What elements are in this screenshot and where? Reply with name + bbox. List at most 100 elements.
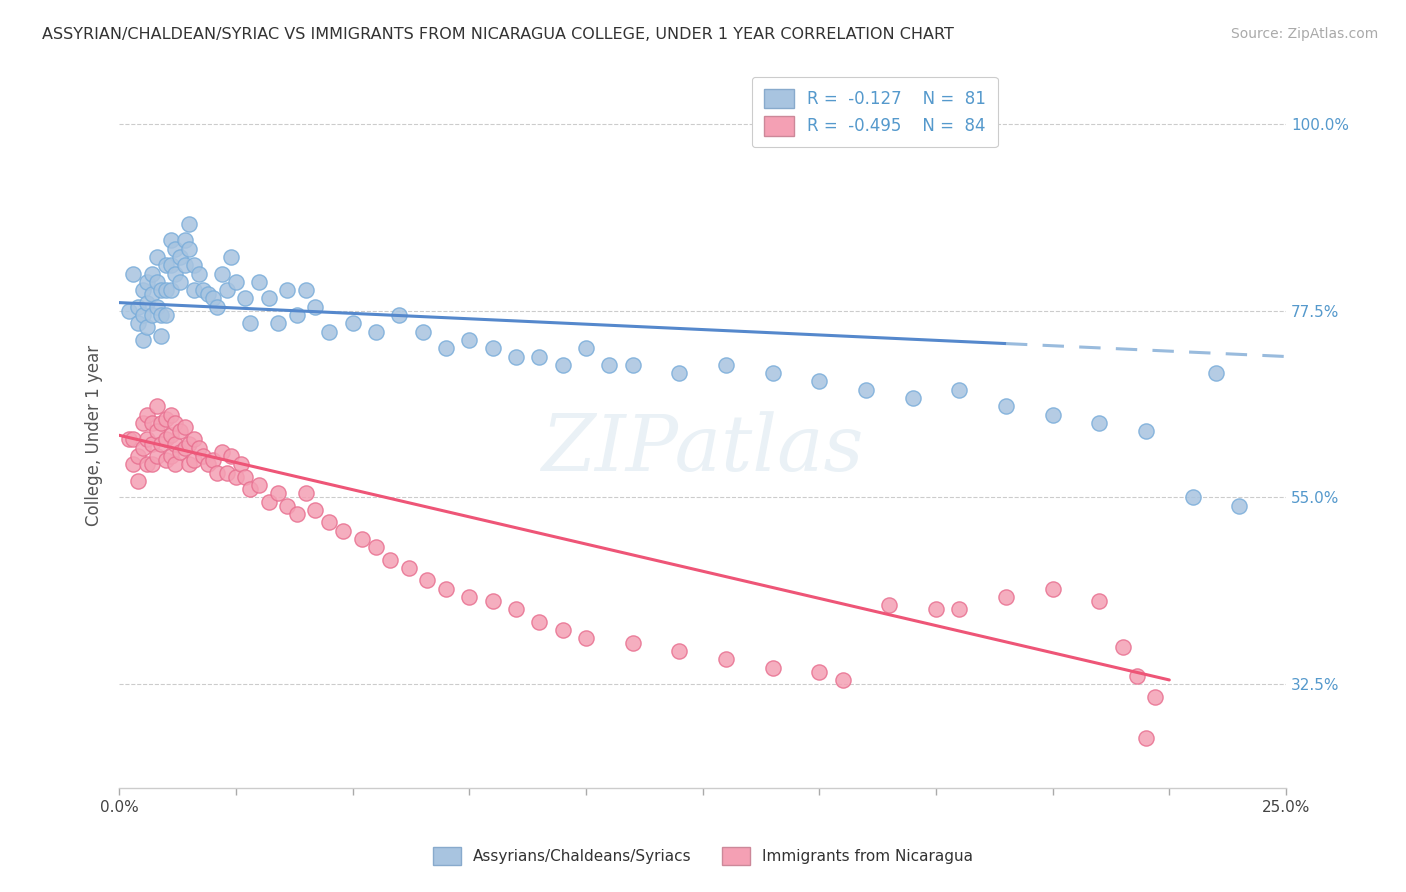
Point	[295, 283, 318, 297]
Text: ASSYRIAN/CHALDEAN/SYRIAC VS IMMIGRANTS FROM NICARAGUA COLLEGE, UNDER 1 YEAR CORR: ASSYRIAN/CHALDEAN/SYRIAC VS IMMIGRANTS F…	[42, 27, 955, 42]
Point	[481, 341, 503, 355]
Point	[1088, 416, 1111, 430]
Point	[117, 433, 139, 447]
Point	[342, 316, 364, 330]
Point	[131, 441, 153, 455]
Point	[948, 602, 970, 616]
Point	[122, 458, 145, 472]
Point	[247, 478, 270, 492]
Point	[117, 304, 139, 318]
Point	[127, 316, 149, 330]
Point	[994, 399, 1017, 413]
Point	[179, 458, 201, 472]
Point	[215, 466, 238, 480]
Point	[388, 308, 411, 322]
Point	[155, 308, 177, 322]
Point	[183, 258, 205, 272]
Point	[122, 433, 145, 447]
Y-axis label: College, Under 1 year: College, Under 1 year	[86, 344, 103, 526]
Point	[169, 275, 191, 289]
Point	[136, 275, 159, 289]
Point	[412, 325, 434, 339]
Point	[159, 428, 181, 442]
Point	[150, 436, 173, 450]
Point	[276, 283, 298, 297]
Point	[122, 267, 145, 281]
Point	[295, 486, 318, 500]
Point	[1042, 408, 1064, 422]
Point	[434, 582, 457, 596]
Point	[808, 665, 831, 679]
Point	[150, 416, 173, 430]
Point	[575, 341, 598, 355]
Point	[855, 383, 877, 397]
Point	[1088, 594, 1111, 608]
Point	[183, 433, 205, 447]
Point	[994, 590, 1017, 604]
Point	[141, 458, 163, 472]
Point	[187, 441, 209, 455]
Point	[1135, 424, 1157, 438]
Point	[239, 482, 262, 496]
Point	[136, 433, 159, 447]
Point	[350, 532, 373, 546]
Point	[201, 292, 224, 306]
Text: ZIPatlas: ZIPatlas	[541, 411, 863, 488]
Point	[141, 308, 163, 322]
Point	[173, 234, 195, 248]
Point	[364, 325, 387, 339]
Point	[215, 283, 238, 297]
Point	[201, 453, 224, 467]
Point	[276, 499, 298, 513]
Point	[285, 507, 308, 521]
Point	[145, 300, 167, 314]
Point	[714, 652, 737, 666]
Point	[1144, 690, 1167, 704]
Point	[145, 399, 167, 413]
Point	[179, 436, 201, 450]
Point	[247, 275, 270, 289]
Point	[1205, 366, 1227, 380]
Point	[193, 449, 215, 463]
Point	[145, 449, 167, 463]
Point	[575, 632, 598, 646]
Point	[197, 458, 219, 472]
Point	[141, 267, 163, 281]
Point	[155, 453, 177, 467]
Point	[901, 391, 924, 405]
Point	[131, 333, 153, 347]
Point	[145, 250, 167, 264]
Point	[141, 436, 163, 450]
Point	[229, 458, 252, 472]
Point	[211, 445, 233, 459]
Point	[165, 267, 187, 281]
Point	[127, 300, 149, 314]
Point	[714, 358, 737, 372]
Point	[136, 295, 159, 310]
Point	[551, 358, 574, 372]
Point	[529, 615, 551, 629]
Point	[505, 602, 527, 616]
Point	[551, 623, 574, 637]
Point	[925, 602, 948, 616]
Point	[225, 469, 247, 483]
Point	[219, 449, 242, 463]
Point	[136, 408, 159, 422]
Point	[183, 453, 205, 467]
Point	[155, 283, 177, 297]
Point	[481, 594, 503, 608]
Point	[621, 635, 644, 649]
Point	[332, 524, 354, 538]
Point	[233, 469, 256, 483]
Point	[173, 441, 195, 455]
Point	[1181, 491, 1204, 505]
Point	[159, 449, 181, 463]
Point	[155, 258, 177, 272]
Text: Source: ZipAtlas.com: Source: ZipAtlas.com	[1230, 27, 1378, 41]
Point	[257, 292, 280, 306]
Legend: Assyrians/Chaldeans/Syriacs, Immigrants from Nicaragua: Assyrians/Chaldeans/Syriacs, Immigrants …	[427, 841, 979, 871]
Point	[304, 300, 326, 314]
Point	[1227, 499, 1250, 513]
Point	[165, 458, 187, 472]
Point	[1125, 669, 1147, 683]
